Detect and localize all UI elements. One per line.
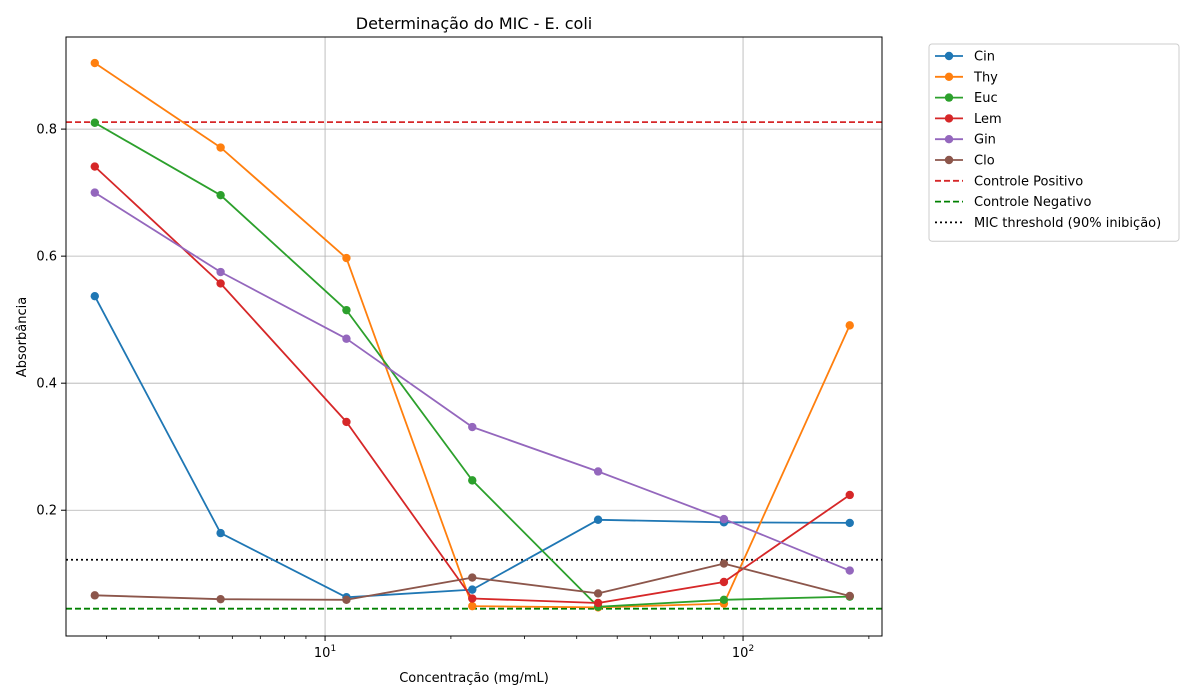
data-point <box>216 279 225 288</box>
series-line-lem <box>94 165 851 604</box>
data-point <box>90 118 99 127</box>
x-tick-label: 102 <box>732 644 754 661</box>
y-tick-label: 0.8 <box>36 123 57 138</box>
legend-marker <box>944 72 954 82</box>
legend-label: Thy <box>973 70 998 85</box>
data-point <box>845 566 854 575</box>
x-tick-label: 101 <box>314 644 336 661</box>
data-point <box>719 514 729 524</box>
data-point <box>90 162 99 171</box>
data-point <box>593 589 603 598</box>
legend-marker <box>944 135 954 144</box>
data-point <box>216 267 225 277</box>
data-point <box>342 334 351 343</box>
data-point <box>90 591 99 600</box>
legend-box <box>928 43 1180 242</box>
y-tick-label: 0.4 <box>36 377 57 392</box>
data-point <box>593 467 603 476</box>
data-point <box>719 595 729 604</box>
legend-marker <box>944 114 954 123</box>
data-point <box>468 594 477 603</box>
data-point <box>468 476 477 485</box>
data-point <box>342 305 351 315</box>
x-axis-title: Concentração (mg/mL) <box>399 671 549 686</box>
plot-area: 101 102 0.2 0.4 0.6 0.8 <box>36 36 883 661</box>
legend-marker <box>944 93 954 102</box>
legend-marker <box>944 51 954 61</box>
data-point <box>216 594 225 604</box>
data-point <box>593 515 603 524</box>
series-line-gin <box>94 191 851 572</box>
legend-label: Euc <box>974 91 998 106</box>
legend-marker <box>944 155 954 165</box>
legend-label: Controle Negativo <box>974 195 1091 210</box>
data-point <box>216 528 225 538</box>
data-point <box>216 190 225 200</box>
data-point <box>845 321 854 330</box>
data-point <box>468 573 477 582</box>
data-point <box>90 291 99 301</box>
data-point <box>845 490 854 500</box>
legend: Cin Thy Euc Lem Gin Clo Controle Positivo Contr… <box>928 43 1180 242</box>
data-point <box>342 595 351 604</box>
data-point <box>719 559 729 568</box>
data-point <box>90 188 99 197</box>
data-point <box>216 143 225 152</box>
data-point <box>90 58 99 68</box>
data-point <box>845 518 854 528</box>
data-point <box>342 417 351 427</box>
series-line-thy <box>94 62 851 609</box>
legend-label: Clo <box>974 154 995 169</box>
data-point <box>342 253 351 263</box>
y-tick-label: 0.2 <box>36 504 57 519</box>
data-point <box>593 598 603 608</box>
chart-title: Determinação do MIC - E. coli <box>356 14 592 33</box>
legend-label: Cin <box>974 50 995 65</box>
series-line-cin <box>94 295 850 599</box>
legend-label: Gin <box>974 133 996 148</box>
legend-label: Lem <box>974 112 1002 127</box>
axes-frame <box>65 36 883 637</box>
legend-label: Controle Positivo <box>974 174 1083 189</box>
series-line-euc <box>94 122 850 608</box>
data-point <box>719 577 729 587</box>
data-point <box>468 585 477 594</box>
data-point <box>845 591 854 601</box>
legend-label: MIC threshold (90% inibição) <box>974 216 1161 231</box>
y-axis-title: Absorbância <box>15 297 30 377</box>
data-point <box>468 601 477 611</box>
data-point <box>468 422 477 432</box>
y-tick-label: 0.6 <box>36 250 57 265</box>
